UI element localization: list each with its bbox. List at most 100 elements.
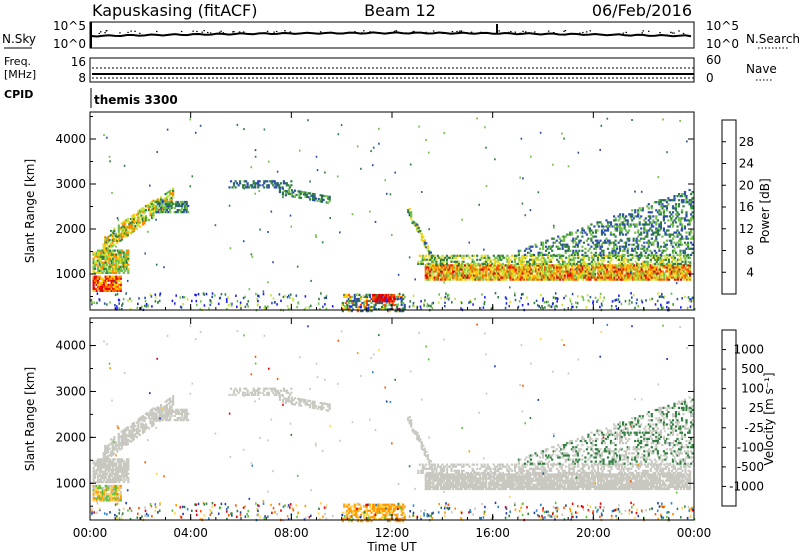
power-pixel [658,248,660,250]
power-pixel [616,246,618,248]
power-pixel [208,307,210,309]
power-pixel [681,236,683,238]
power-pixel [663,217,665,219]
noise-search-dot [590,30,592,31]
power-pixel [685,197,687,199]
power-pixel [627,250,629,252]
power-pixel [692,299,694,301]
power-pixel [351,296,353,298]
power-pixel [546,261,548,263]
power-pixel [137,303,139,305]
power-pixel [570,300,572,302]
power-pixel [666,209,668,211]
velocity-pixel [105,471,107,473]
power-pixel [678,268,680,270]
power-pixel [286,182,288,184]
power-pixel [148,219,150,221]
power-pixel [182,296,184,298]
power-pixel [102,278,104,280]
power-pixel [599,296,601,298]
power-pixel [381,296,383,298]
power-pixel [499,257,501,259]
velocity-pixel [115,481,117,483]
power-pixel [663,277,665,279]
power-pixel [687,238,689,240]
power-pixel [681,195,683,197]
power-pixel [243,187,245,189]
power-pixel [432,307,434,309]
power-pixel [508,257,510,259]
power-pixel [103,134,105,136]
power-pixel [94,266,96,268]
power-pixel [517,263,519,265]
power-pixel [671,293,673,295]
power-pixel [113,244,115,246]
power-pixel [649,217,651,219]
power-pixel [556,272,558,274]
power-pixel [663,242,665,244]
power-pixel [121,270,123,272]
noise-search-dot [553,32,555,33]
power-pixel [352,213,354,215]
power-pixel [653,274,655,276]
power-pixel [93,290,95,292]
power-pixel [628,240,630,242]
noise-search-dot [219,32,221,33]
power-pixel [643,225,645,227]
power-pixel [178,203,180,205]
power-pixel [421,233,423,235]
power-pixel [527,303,529,305]
power-pixel [500,259,502,261]
power-pixel [210,304,212,306]
noise-search-dot [134,31,136,32]
power-pixel [675,244,677,246]
power-pixel [692,191,694,193]
power-pixel [543,263,545,265]
power-pixel [648,203,650,205]
power-pixel [139,222,141,224]
power-pixel [561,257,563,259]
power-pixel [341,304,343,306]
power-pixel [583,268,585,270]
power-pixel [481,255,483,257]
velocity-pixel [93,479,95,481]
velocity-pixel [115,485,117,487]
power-pixel [652,225,654,227]
velocity-pixel [115,441,117,443]
power-pixel [523,261,525,263]
power-pixel [177,211,179,213]
power-pixel [673,242,675,244]
power-pixel [669,236,671,238]
power-pixel [679,242,681,244]
power-pixel [630,225,632,227]
velocity-pixel [105,491,107,493]
power-pixel [186,209,188,211]
power-pixel [637,229,639,231]
power-pixel [522,304,524,306]
power-pixel [419,255,421,257]
power-pixel [356,298,358,300]
power-pixel [636,223,638,225]
power-pixel [393,300,395,302]
power-pixel [664,296,666,298]
power-pixel [579,261,581,263]
power-pixel [96,262,98,264]
power-pixel [190,185,192,187]
power-pixel [680,306,682,308]
power-pixel [618,257,620,259]
power-pixel [630,292,632,294]
power-pixel [555,297,557,299]
power-pixel [122,303,124,305]
power-pixel [663,213,665,215]
power-pixel [569,250,571,252]
power-pixel [236,182,238,184]
power-pixel [581,254,583,256]
power-pixel [666,240,668,242]
power-pixel [290,184,292,186]
power-pixel [229,205,231,207]
power-pixel [651,254,653,256]
power-pixel [454,298,456,300]
velocity-pixel [114,458,116,460]
power-pixel [624,250,626,252]
power-pixel [655,209,657,211]
